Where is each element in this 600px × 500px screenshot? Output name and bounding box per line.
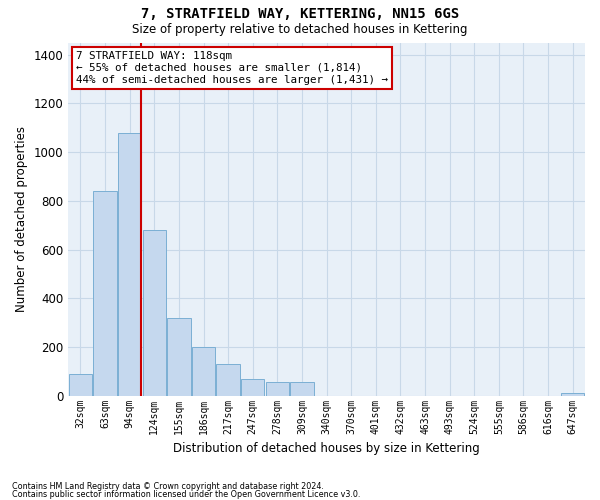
Bar (241, 378, 265, 396)
Bar (290, 382, 314, 396)
Bar (69, 374, 92, 396)
Text: Contains HM Land Registry data © Crown copyright and database right 2024.: Contains HM Land Registry data © Crown c… (12, 482, 324, 491)
X-axis label: Distribution of detached houses by size in Kettering: Distribution of detached houses by size … (173, 442, 480, 455)
Text: Size of property relative to detached houses in Kettering: Size of property relative to detached ho… (132, 22, 468, 36)
Bar (561, 393, 584, 396)
Text: Contains public sector information licensed under the Open Government Licence v3: Contains public sector information licen… (12, 490, 361, 499)
Text: 7, STRATFIELD WAY, KETTERING, NN15 6GS: 7, STRATFIELD WAY, KETTERING, NN15 6GS (141, 8, 459, 22)
Bar (94, 191, 117, 396)
Bar (192, 347, 215, 396)
Y-axis label: Number of detached properties: Number of detached properties (15, 126, 28, 312)
Bar (266, 382, 289, 396)
Text: 7 STRATFIELD WAY: 118sqm
← 55% of detached houses are smaller (1,814)
44% of sem: 7 STRATFIELD WAY: 118sqm ← 55% of detach… (76, 52, 388, 84)
Bar (217, 364, 240, 396)
Bar (118, 132, 142, 396)
Bar (167, 318, 191, 396)
Bar (143, 230, 166, 396)
